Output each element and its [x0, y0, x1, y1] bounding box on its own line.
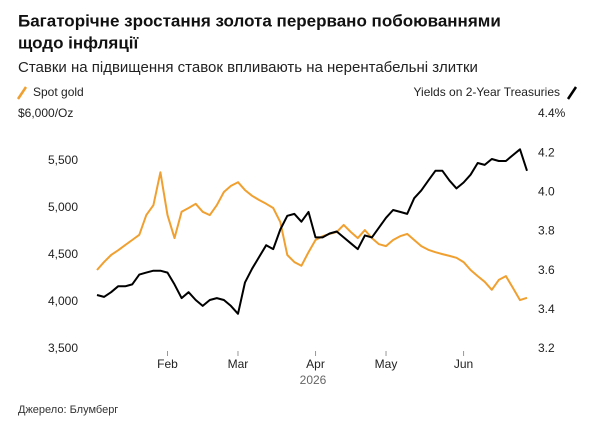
y-tick-label: 5,000	[48, 200, 78, 214]
legend-label: Yields on 2-Year Treasuries	[413, 85, 560, 99]
x-axis-label: 2026	[300, 373, 327, 387]
x-tick-label: May	[375, 357, 398, 371]
y-tick-label: $6,000/Oz	[18, 106, 73, 120]
y2-tick-label: 3.4	[538, 302, 555, 316]
x-tick-label: Mar	[228, 357, 249, 371]
series-line	[96, 148, 528, 315]
chart-title: Багаторічне зростання золота перервано п…	[18, 11, 501, 30]
y2-tick-label: 4.4%	[538, 106, 566, 120]
y2-tick-label: 3.8	[538, 224, 555, 238]
y2-tick-label: 3.6	[538, 263, 555, 277]
legend-swatch	[566, 86, 578, 100]
chart-subtitle: Ставки на підвищення ставок впливають на…	[18, 59, 478, 76]
source: Джерело: Блумберг	[18, 404, 118, 416]
legend-label: Spot gold	[33, 85, 84, 99]
y-tick-label: 3,500	[48, 341, 78, 355]
legend-swatch	[16, 86, 28, 100]
x-tick-label: Apr	[306, 357, 325, 371]
y2-tick-label: 4.2	[538, 145, 555, 159]
y-tick-label: 4,500	[48, 247, 78, 261]
y-tick-label: 5,500	[48, 153, 78, 167]
y-tick-label: 4,000	[48, 294, 78, 308]
y2-tick-label: 4.0	[538, 185, 555, 199]
x-tick-label: Feb	[157, 357, 178, 371]
x-tick-label: Jun	[454, 357, 473, 371]
series-line	[96, 171, 528, 302]
y2-tick-label: 3.2	[538, 341, 555, 355]
chart-title: щодо інфляції	[18, 33, 140, 52]
